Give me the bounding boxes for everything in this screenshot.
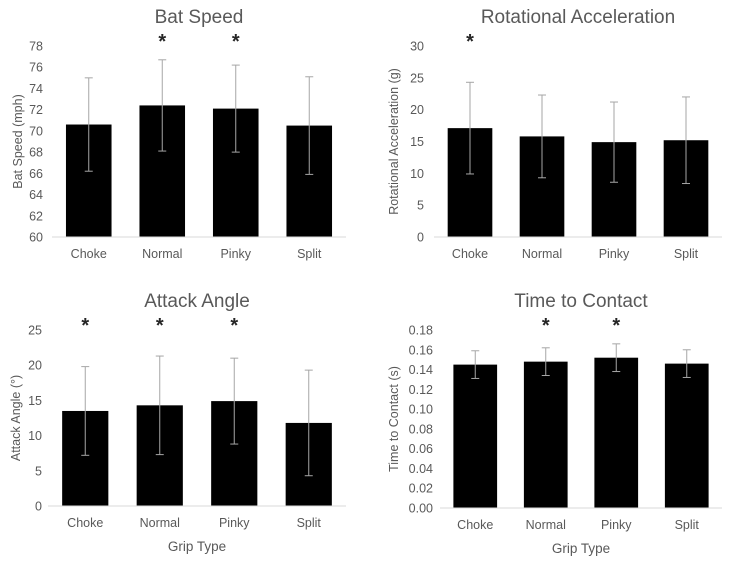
significance-marker: * [158, 31, 166, 53]
y-tick-label: 0.14 [409, 363, 433, 377]
y-tick-label: 10 [28, 429, 42, 443]
bar [523, 361, 568, 508]
y-tick-label: 5 [35, 464, 42, 478]
y-tick-label: 72 [29, 103, 43, 117]
y-tick-label: 76 [29, 61, 43, 75]
x-tick-label: Pinky [599, 247, 630, 261]
bar [664, 363, 709, 508]
y-tick-label: 62 [29, 209, 43, 223]
y-tick-label: 0 [35, 500, 42, 514]
significance-marker: * [466, 31, 474, 53]
y-tick-label: 78 [29, 40, 43, 54]
y-tick-label: 10 [410, 167, 424, 181]
x-tick-label: Pinky [219, 516, 250, 530]
y-tick-label: 20 [410, 103, 424, 117]
x-tick-label: Normal [526, 518, 566, 532]
significance-marker: * [232, 31, 240, 53]
y-tick-label: 25 [410, 71, 424, 85]
x-tick-label: Pinky [601, 518, 632, 532]
x-tick-label: Split [297, 247, 322, 261]
chart-title: Bat Speed [155, 7, 244, 28]
y-tick-label: 0.12 [409, 383, 433, 397]
x-tick-label: Split [674, 247, 699, 261]
bar [594, 357, 639, 508]
significance-marker: * [156, 315, 164, 337]
x-tick-label: Choke [457, 518, 493, 532]
y-axis-label: Time to Contact (s) [387, 366, 401, 472]
x-tick-label: Choke [67, 516, 103, 530]
x-tick-label: Pinky [220, 247, 251, 261]
y-axis-label: Bat Speed (mph) [11, 94, 25, 189]
y-tick-label: 64 [29, 188, 43, 202]
significance-marker: * [542, 315, 550, 337]
chart-title: Time to Contact [514, 291, 648, 312]
x-axis-label: Grip Type [168, 539, 226, 554]
bar [453, 364, 498, 508]
y-tick-label: 5 [417, 199, 424, 213]
significance-marker: * [81, 315, 89, 337]
y-tick-label: 66 [29, 167, 43, 181]
y-tick-label: 20 [28, 359, 42, 373]
y-tick-label: 0 [417, 231, 424, 245]
x-tick-label: Normal [142, 247, 182, 261]
y-tick-label: 0.18 [409, 324, 433, 338]
x-tick-label: Choke [71, 247, 107, 261]
y-tick-label: 15 [410, 135, 424, 149]
significance-marker: * [612, 315, 620, 337]
x-tick-label: Normal [140, 516, 180, 530]
x-tick-label: Split [675, 518, 700, 532]
y-tick-label: 0.06 [409, 442, 433, 456]
y-tick-label: 68 [29, 146, 43, 160]
x-tick-label: Choke [452, 247, 488, 261]
y-tick-label: 15 [28, 394, 42, 408]
chart-title: Rotational Acceleration [481, 7, 675, 28]
y-tick-label: 30 [410, 40, 424, 54]
y-tick-label: 0.00 [409, 502, 433, 516]
y-tick-label: 0.16 [409, 343, 433, 357]
y-axis-label: Rotational Acceleration (g) [387, 68, 401, 215]
x-tick-label: Split [297, 516, 322, 530]
y-tick-label: 60 [29, 231, 43, 245]
y-tick-label: 0.02 [409, 482, 433, 496]
y-tick-label: 0.08 [409, 422, 433, 436]
y-axis-label: Attack Angle (°) [9, 375, 23, 461]
x-tick-label: Normal [522, 247, 562, 261]
y-tick-label: 0.04 [409, 462, 433, 476]
y-tick-label: 25 [28, 324, 42, 338]
y-tick-label: 70 [29, 124, 43, 138]
y-tick-label: 74 [29, 82, 43, 96]
chart-title: Attack Angle [144, 291, 250, 312]
x-axis-label: Grip Type [552, 541, 610, 556]
significance-marker: * [230, 315, 238, 337]
y-tick-label: 0.10 [409, 403, 433, 417]
